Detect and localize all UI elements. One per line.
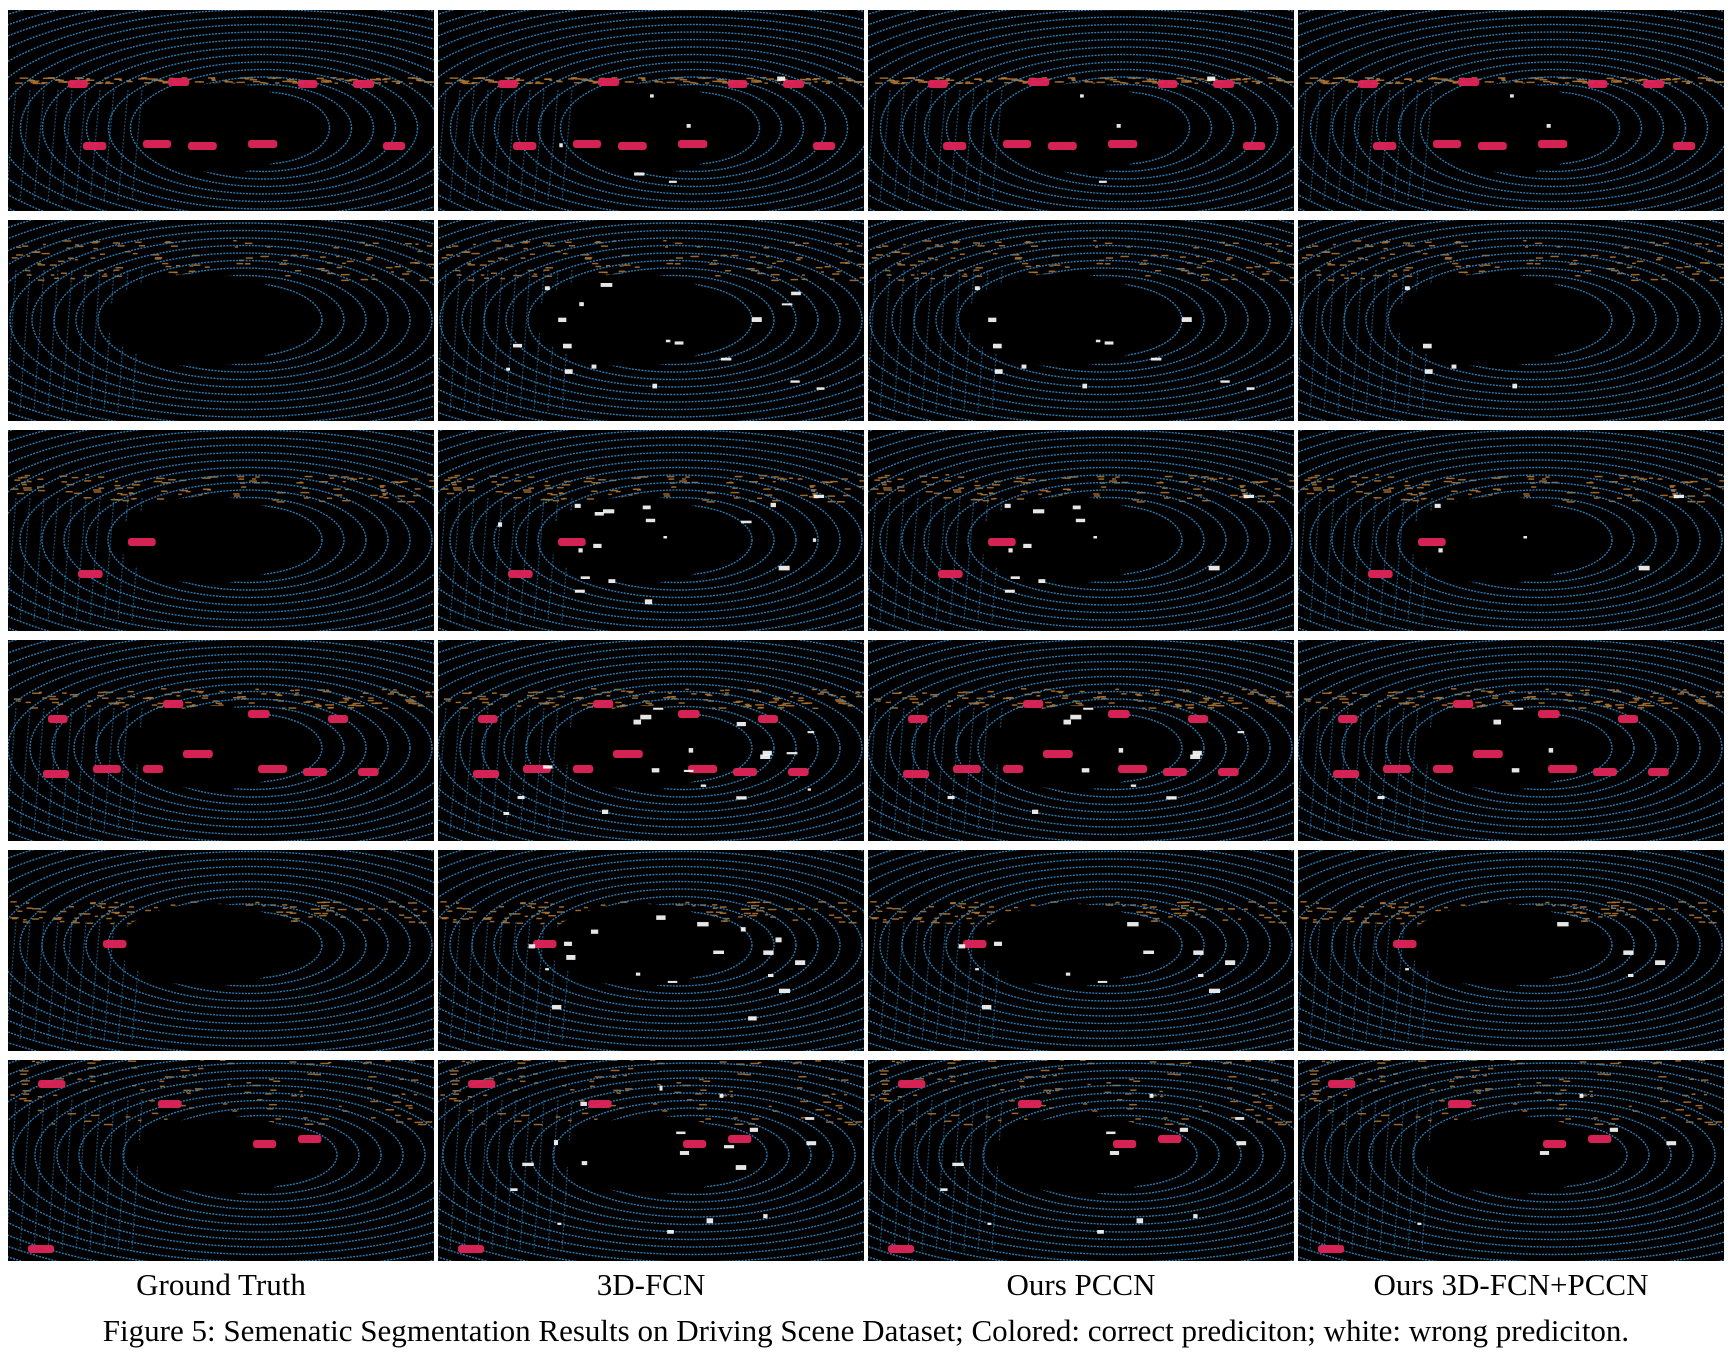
point-cloud-render (8, 640, 434, 841)
result-panel (8, 1060, 434, 1261)
building-band (10, 1060, 434, 1125)
result-panel (868, 640, 1294, 841)
building-band (870, 1060, 1294, 1125)
sensor-gap (106, 274, 301, 367)
point-cloud-render (438, 640, 864, 841)
point-cloud-render (8, 10, 434, 211)
sensor-gap (131, 706, 296, 790)
building-band (874, 688, 1294, 709)
col-label-3d-fcn: 3D-FCN (438, 1267, 864, 1303)
result-panel (868, 220, 1294, 421)
point-cloud-render (868, 430, 1294, 631)
result-panel (868, 1060, 1294, 1261)
side-lines (1298, 90, 1432, 201)
results-grid (8, 10, 1726, 1261)
figure-caption: Figure 5: Semenatic Segmentation Results… (0, 1313, 1732, 1349)
point-cloud-render (1298, 430, 1724, 631)
point-cloud-render (868, 220, 1294, 421)
car-points (533, 940, 557, 948)
result-panel (8, 10, 434, 211)
result-panel (438, 1060, 864, 1261)
side-lines (438, 90, 572, 201)
result-panel (438, 430, 864, 631)
side-lines (1298, 708, 1432, 831)
point-cloud-render (438, 850, 864, 1051)
result-panel (1298, 220, 1724, 421)
column-labels: Ground Truth 3D-FCN Ours PCCN Ours 3D-FC… (8, 1267, 1726, 1303)
side-lines (8, 90, 142, 201)
point-cloud-render (8, 850, 434, 1051)
point-cloud-render (438, 430, 864, 631)
figure: Ground Truth 3D-FCN Ours PCCN Ours 3D-FC… (8, 10, 1726, 1303)
sensor-gap (1408, 904, 1588, 987)
side-lines (868, 90, 1002, 201)
result-panel (1298, 1060, 1724, 1261)
col-label-ours-pccn: Ours PCCN (868, 1267, 1294, 1303)
point-cloud-render (438, 1060, 864, 1261)
point-cloud-render (1298, 640, 1724, 841)
result-panel (438, 850, 864, 1051)
result-panel (1298, 850, 1724, 1051)
result-panel (438, 640, 864, 841)
car-points (1393, 940, 1417, 948)
side-lines (8, 708, 142, 831)
point-cloud-render (8, 430, 434, 631)
sensor-gap (133, 1116, 313, 1194)
car-points (103, 940, 127, 948)
building-band (1300, 1060, 1724, 1125)
sensor-gap (118, 904, 298, 987)
point-cloud-render (438, 10, 864, 211)
point-cloud-render (1298, 850, 1724, 1051)
sensor-gap (1423, 1116, 1603, 1194)
result-panel (8, 430, 434, 631)
col-label-ours-3d-fcn-pccn: Ours 3D-FCN+PCCN (1298, 1267, 1724, 1303)
result-panel (868, 850, 1294, 1051)
result-panel (438, 10, 864, 211)
result-panel (8, 640, 434, 841)
building-band (444, 688, 864, 709)
result-panel (8, 220, 434, 421)
result-panel (868, 430, 1294, 631)
point-cloud-render (8, 1060, 434, 1261)
col-label-ground-truth: Ground Truth (8, 1267, 434, 1303)
side-lines (868, 708, 1002, 831)
result-panel (8, 850, 434, 1051)
sensor-gap (144, 83, 302, 173)
result-panel (868, 10, 1294, 211)
result-panel (438, 220, 864, 421)
building-band (14, 688, 434, 709)
point-cloud-render (1298, 220, 1724, 421)
point-cloud-render (1298, 10, 1724, 211)
sensor-gap (1396, 274, 1591, 367)
point-cloud-render (868, 1060, 1294, 1261)
sensor-gap (993, 1116, 1173, 1194)
point-cloud-render (8, 220, 434, 421)
result-panel (1298, 10, 1724, 211)
car-points (963, 940, 987, 948)
point-cloud-render (868, 640, 1294, 841)
sensor-gap (1421, 706, 1586, 790)
point-cloud-render (868, 850, 1294, 1051)
point-cloud-render (868, 10, 1294, 211)
result-panel (1298, 640, 1724, 841)
building-band (440, 1060, 864, 1125)
building-band (1304, 688, 1724, 709)
sensor-gap (563, 1116, 743, 1194)
point-cloud-render (438, 220, 864, 421)
result-panel (1298, 430, 1724, 631)
point-cloud-render (1298, 1060, 1724, 1261)
